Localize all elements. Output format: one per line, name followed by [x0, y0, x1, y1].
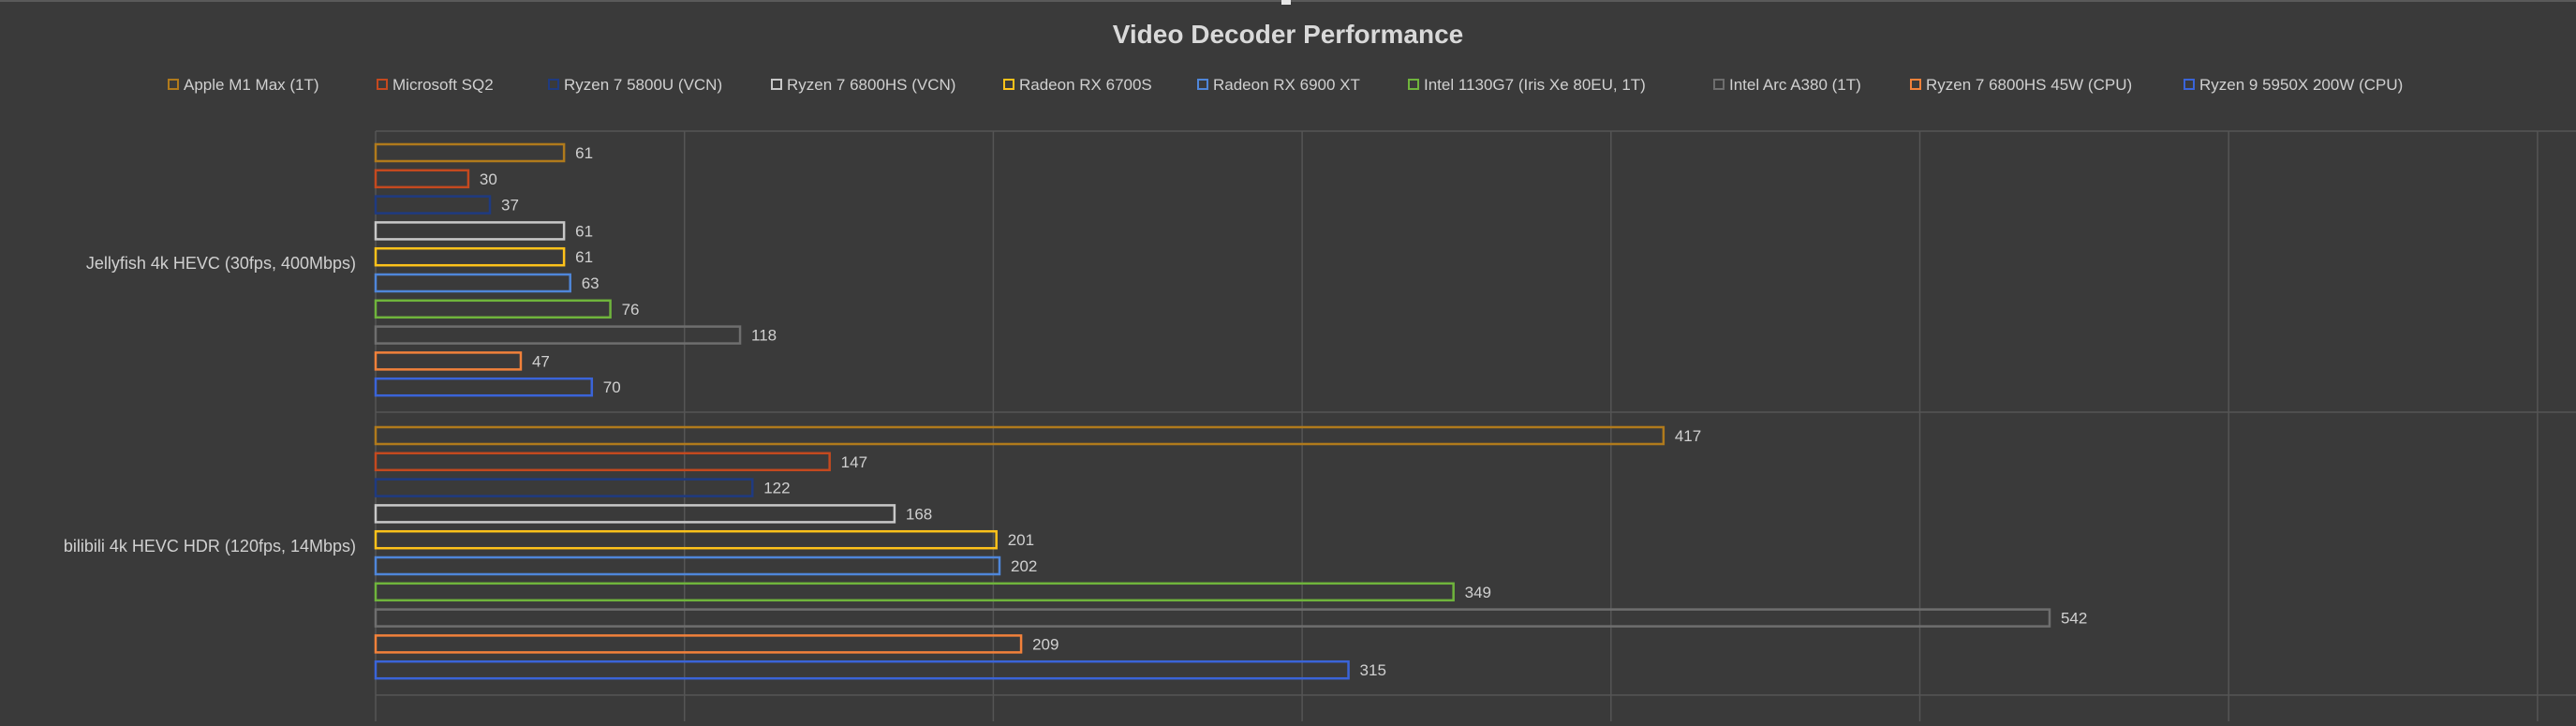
- legend-swatch: [771, 79, 782, 90]
- legend-swatch: [1910, 79, 1921, 90]
- legend-swatch: [1408, 79, 1419, 90]
- resize-handle[interactable]: [1281, 0, 1291, 5]
- data-label: 47: [532, 352, 550, 370]
- data-label: 201: [1008, 531, 1034, 549]
- legend-swatch: [2184, 79, 2195, 90]
- data-label: 349: [1465, 584, 1491, 601]
- data-label: 122: [763, 480, 790, 497]
- data-label: 61: [575, 248, 593, 266]
- legend-label: Apple M1 Max (1T): [184, 76, 319, 94]
- data-label: 542: [2061, 610, 2087, 628]
- category-label: Jellyfish 4k HEVC (30fps, 400Mbps): [86, 254, 356, 273]
- legend-swatch: [1713, 79, 1725, 90]
- legend-swatch: [377, 79, 388, 90]
- data-label: 168: [906, 505, 932, 523]
- bar: [374, 325, 742, 345]
- data-label: 70: [603, 378, 621, 396]
- legend-label: Microsoft SQ2: [392, 76, 494, 94]
- legend-label: Ryzen 7 6800HS 45W (CPU): [1926, 76, 2132, 94]
- bar: [374, 659, 1350, 680]
- chart-title: Video Decoder Performance: [1113, 20, 1464, 49]
- bar: [374, 195, 492, 215]
- legend-swatch: [1003, 79, 1014, 90]
- data-label: 209: [1032, 635, 1059, 653]
- bar: [374, 582, 1455, 602]
- bar: [374, 377, 594, 397]
- data-label: 61: [575, 144, 593, 162]
- bar: [374, 634, 1023, 654]
- bar: [374, 529, 998, 550]
- legend-swatch: [548, 79, 559, 90]
- legend-swatch: [1197, 79, 1208, 90]
- bar: [374, 608, 2051, 628]
- legend-label: Ryzen 7 5800U (VCN): [564, 76, 722, 94]
- bar: [374, 221, 566, 241]
- data-label: 30: [480, 170, 497, 188]
- legend-label: Radeon RX 6900 XT: [1213, 76, 1360, 94]
- bar: [374, 351, 523, 371]
- legend-label: Intel 1130G7 (Iris Xe 80EU, 1T): [1424, 76, 1646, 94]
- legend-label: Ryzen 7 6800HS (VCN): [787, 76, 955, 94]
- bar: [374, 504, 896, 524]
- data-label: 202: [1011, 557, 1037, 575]
- bar: [374, 478, 754, 497]
- bar: [374, 142, 566, 163]
- bar: [374, 169, 470, 189]
- legend-label: Intel Arc A380 (1T): [1729, 76, 1861, 94]
- bar: [374, 452, 831, 472]
- data-label: 315: [1360, 661, 1386, 679]
- data-label: 76: [622, 301, 640, 319]
- legend-label: Radeon RX 6700S: [1019, 76, 1152, 94]
- data-label: 61: [575, 222, 593, 240]
- data-label: 63: [582, 274, 600, 292]
- bar: [374, 246, 566, 267]
- data-label: 147: [841, 453, 867, 471]
- bar: [374, 299, 612, 319]
- bar: [374, 556, 1001, 576]
- data-label: 37: [501, 197, 519, 215]
- bar: [374, 273, 571, 293]
- data-label: 118: [751, 327, 777, 345]
- legend-swatch: [168, 79, 179, 90]
- category-label: bilibili 4k HEVC HDR (120fps, 14Mbps): [64, 537, 356, 556]
- bar: [374, 425, 1666, 446]
- data-label: 417: [1675, 427, 1701, 445]
- legend-label: Ryzen 9 5950X 200W (CPU): [2199, 76, 2403, 94]
